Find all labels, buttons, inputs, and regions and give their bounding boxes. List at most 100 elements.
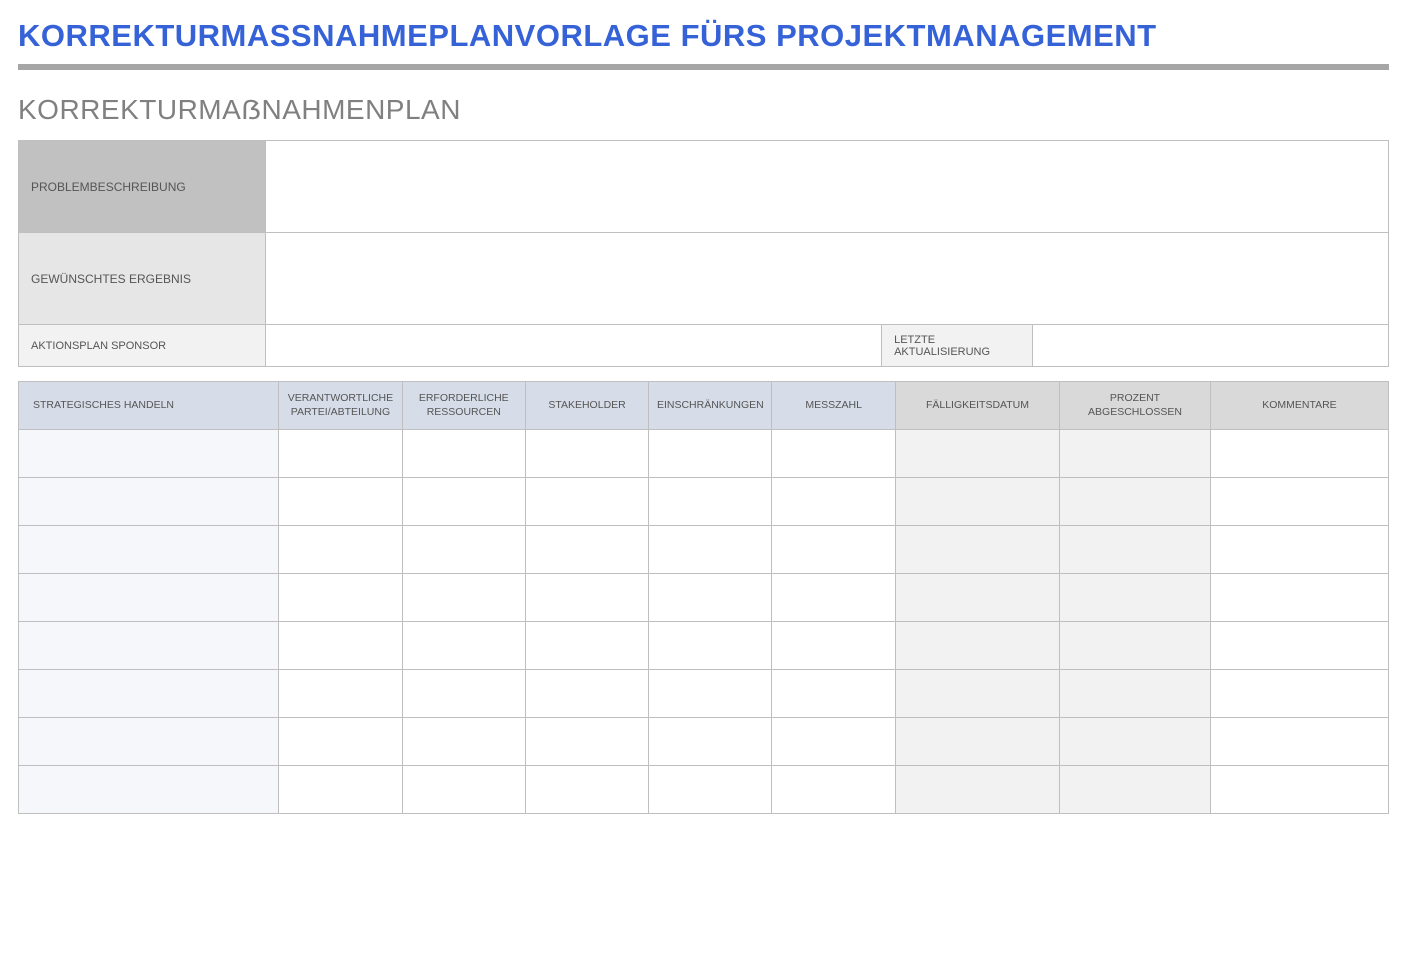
table-cell[interactable] xyxy=(895,526,1059,574)
action-header: PROZENT ABGESCHLOSSEN xyxy=(1060,382,1211,430)
table-cell[interactable] xyxy=(1060,478,1211,526)
table-cell[interactable] xyxy=(895,430,1059,478)
table-cell[interactable] xyxy=(895,478,1059,526)
table-cell[interactable] xyxy=(279,526,402,574)
table-cell[interactable] xyxy=(19,766,279,814)
table-cell[interactable] xyxy=(649,718,772,766)
table-cell[interactable] xyxy=(525,526,648,574)
action-header: MESSZAHL xyxy=(772,382,895,430)
table-row xyxy=(19,478,1389,526)
table-cell[interactable] xyxy=(1060,526,1211,574)
table-cell[interactable] xyxy=(279,622,402,670)
table-cell[interactable] xyxy=(1210,526,1388,574)
table-cell[interactable] xyxy=(895,574,1059,622)
table-row xyxy=(19,526,1389,574)
table-cell[interactable] xyxy=(1210,574,1388,622)
table-cell[interactable] xyxy=(649,622,772,670)
table-cell[interactable] xyxy=(895,622,1059,670)
table-cell[interactable] xyxy=(1060,430,1211,478)
table-cell[interactable] xyxy=(279,574,402,622)
table-cell[interactable] xyxy=(402,718,525,766)
table-cell[interactable] xyxy=(525,718,648,766)
action-header: ERFORDERLICHE RESSOURCEN xyxy=(402,382,525,430)
table-cell[interactable] xyxy=(525,574,648,622)
table-cell[interactable] xyxy=(1060,718,1211,766)
action-header: VERANTWORTLICHE PARTEI/ABTEILUNG xyxy=(279,382,402,430)
table-row xyxy=(19,574,1389,622)
sponsor-label: AKTIONSPLAN SPONSOR xyxy=(19,325,266,367)
table-cell[interactable] xyxy=(525,670,648,718)
table-cell[interactable] xyxy=(772,574,895,622)
table-cell[interactable] xyxy=(402,766,525,814)
table-cell[interactable] xyxy=(649,478,772,526)
table-cell[interactable] xyxy=(649,526,772,574)
outcome-value[interactable] xyxy=(265,233,1388,325)
sponsor-value[interactable] xyxy=(265,325,882,367)
table-cell[interactable] xyxy=(279,718,402,766)
problem-label: PROBLEMBESCHREIBUNG xyxy=(19,141,266,233)
table-cell[interactable] xyxy=(19,526,279,574)
table-cell[interactable] xyxy=(895,766,1059,814)
action-header: EINSCHRÄNKUNGEN xyxy=(649,382,772,430)
table-row xyxy=(19,718,1389,766)
table-cell[interactable] xyxy=(525,766,648,814)
table-cell[interactable] xyxy=(525,622,648,670)
table-cell[interactable] xyxy=(1210,670,1388,718)
main-title: KORREKTURMASSNAHMEPLANVORLAGE FÜRS PROJE… xyxy=(18,18,1389,54)
table-cell[interactable] xyxy=(402,574,525,622)
table-cell[interactable] xyxy=(649,430,772,478)
table-cell[interactable] xyxy=(279,430,402,478)
table-cell[interactable] xyxy=(1060,574,1211,622)
action-header: STAKEHOLDER xyxy=(525,382,648,430)
sub-title: KORREKTURMAẞNAHMENPLAN xyxy=(18,94,1389,126)
table-cell[interactable] xyxy=(772,670,895,718)
table-cell[interactable] xyxy=(19,574,279,622)
action-header-row: STRATEGISCHES HANDELNVERANTWORTLICHE PAR… xyxy=(19,382,1389,430)
table-cell[interactable] xyxy=(19,430,279,478)
problem-value[interactable] xyxy=(265,141,1388,233)
table-cell[interactable] xyxy=(402,478,525,526)
divider xyxy=(18,64,1389,70)
table-row xyxy=(19,766,1389,814)
table-cell[interactable] xyxy=(772,718,895,766)
table-cell[interactable] xyxy=(895,670,1059,718)
table-cell[interactable] xyxy=(1060,622,1211,670)
table-cell[interactable] xyxy=(649,670,772,718)
table-cell[interactable] xyxy=(1210,478,1388,526)
table-row xyxy=(19,670,1389,718)
table-cell[interactable] xyxy=(1210,622,1388,670)
table-cell[interactable] xyxy=(402,430,525,478)
table-cell[interactable] xyxy=(402,670,525,718)
table-cell[interactable] xyxy=(772,526,895,574)
table-cell[interactable] xyxy=(649,766,772,814)
table-cell[interactable] xyxy=(279,766,402,814)
updated-value[interactable] xyxy=(1032,325,1388,367)
table-cell[interactable] xyxy=(772,478,895,526)
table-cell[interactable] xyxy=(19,718,279,766)
table-cell[interactable] xyxy=(772,430,895,478)
table-cell[interactable] xyxy=(19,622,279,670)
outcome-label: GEWÜNSCHTES ERGEBNIS xyxy=(19,233,266,325)
table-cell[interactable] xyxy=(895,718,1059,766)
table-row xyxy=(19,430,1389,478)
table-cell[interactable] xyxy=(1210,718,1388,766)
table-cell[interactable] xyxy=(1060,670,1211,718)
table-cell[interactable] xyxy=(19,478,279,526)
table-cell[interactable] xyxy=(1210,430,1388,478)
table-cell[interactable] xyxy=(19,670,279,718)
table-cell[interactable] xyxy=(1060,766,1211,814)
action-table: STRATEGISCHES HANDELNVERANTWORTLICHE PAR… xyxy=(18,381,1389,814)
table-cell[interactable] xyxy=(402,622,525,670)
table-cell[interactable] xyxy=(772,766,895,814)
table-cell[interactable] xyxy=(525,478,648,526)
action-header: KOMMENTARE xyxy=(1210,382,1388,430)
table-cell[interactable] xyxy=(279,670,402,718)
table-cell[interactable] xyxy=(772,622,895,670)
table-cell[interactable] xyxy=(1210,766,1388,814)
table-cell[interactable] xyxy=(525,430,648,478)
updated-label: LETZTE AKTUALISIERUNG xyxy=(882,325,1033,367)
table-cell[interactable] xyxy=(649,574,772,622)
action-header: STRATEGISCHES HANDELN xyxy=(19,382,279,430)
table-cell[interactable] xyxy=(279,478,402,526)
table-cell[interactable] xyxy=(402,526,525,574)
